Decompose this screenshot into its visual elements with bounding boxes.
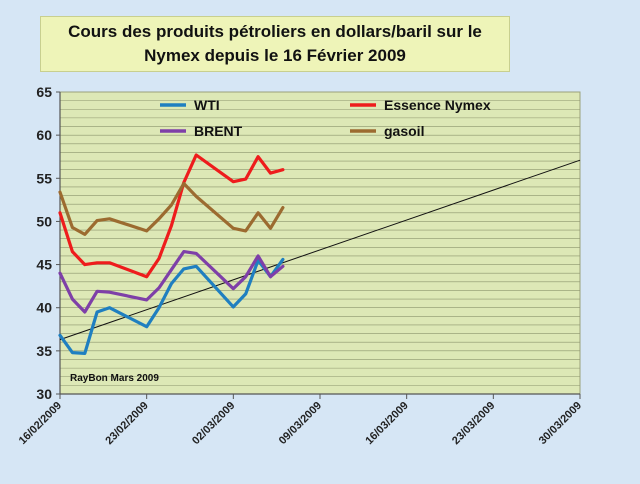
y-tick-label: 30: [36, 386, 52, 402]
trendline: [59, 159, 581, 341]
x-tick-label: 02/03/2009: [190, 400, 237, 447]
y-tick-label: 55: [36, 170, 52, 186]
chart-title-line-1: Cours des produits pétroliers en dollars…: [68, 22, 482, 41]
series-line-brent: [58, 250, 285, 314]
y-tick-label: 40: [36, 300, 52, 316]
y-tick-label: 50: [36, 213, 52, 229]
chart-title-line-2: Nymex depuis le 16 Février 2009: [144, 46, 406, 65]
x-tick-label: 09/03/2009: [277, 400, 324, 447]
x-tick-label: 30/03/2009: [537, 400, 584, 447]
x-tick-label: 16/03/2009: [363, 400, 410, 447]
y-tick-label: 45: [36, 257, 52, 273]
y-tick-label: 35: [36, 343, 52, 359]
legend-label: WTI: [194, 97, 220, 113]
y-tick-label: 60: [36, 127, 52, 143]
y-tick-label: 65: [36, 84, 52, 100]
chart-title-box: Cours des produits pétroliers en dollars…: [40, 16, 510, 72]
legend-label: gasoil: [384, 123, 424, 139]
series-line-essence-nymex: [58, 153, 285, 279]
chart-annotation: RayBon Mars 2009: [70, 373, 159, 384]
legend-label: Essence Nymex: [384, 97, 491, 113]
x-tick-label: 23/02/2009: [103, 400, 150, 447]
x-tick-label: 16/02/2009: [17, 400, 64, 447]
legend-label: BRENT: [194, 123, 243, 139]
series-line-gasoil: [58, 181, 285, 236]
series-line-wti: [58, 257, 285, 355]
x-tick-label: 23/03/2009: [450, 400, 497, 447]
plot-area: [59, 91, 581, 395]
